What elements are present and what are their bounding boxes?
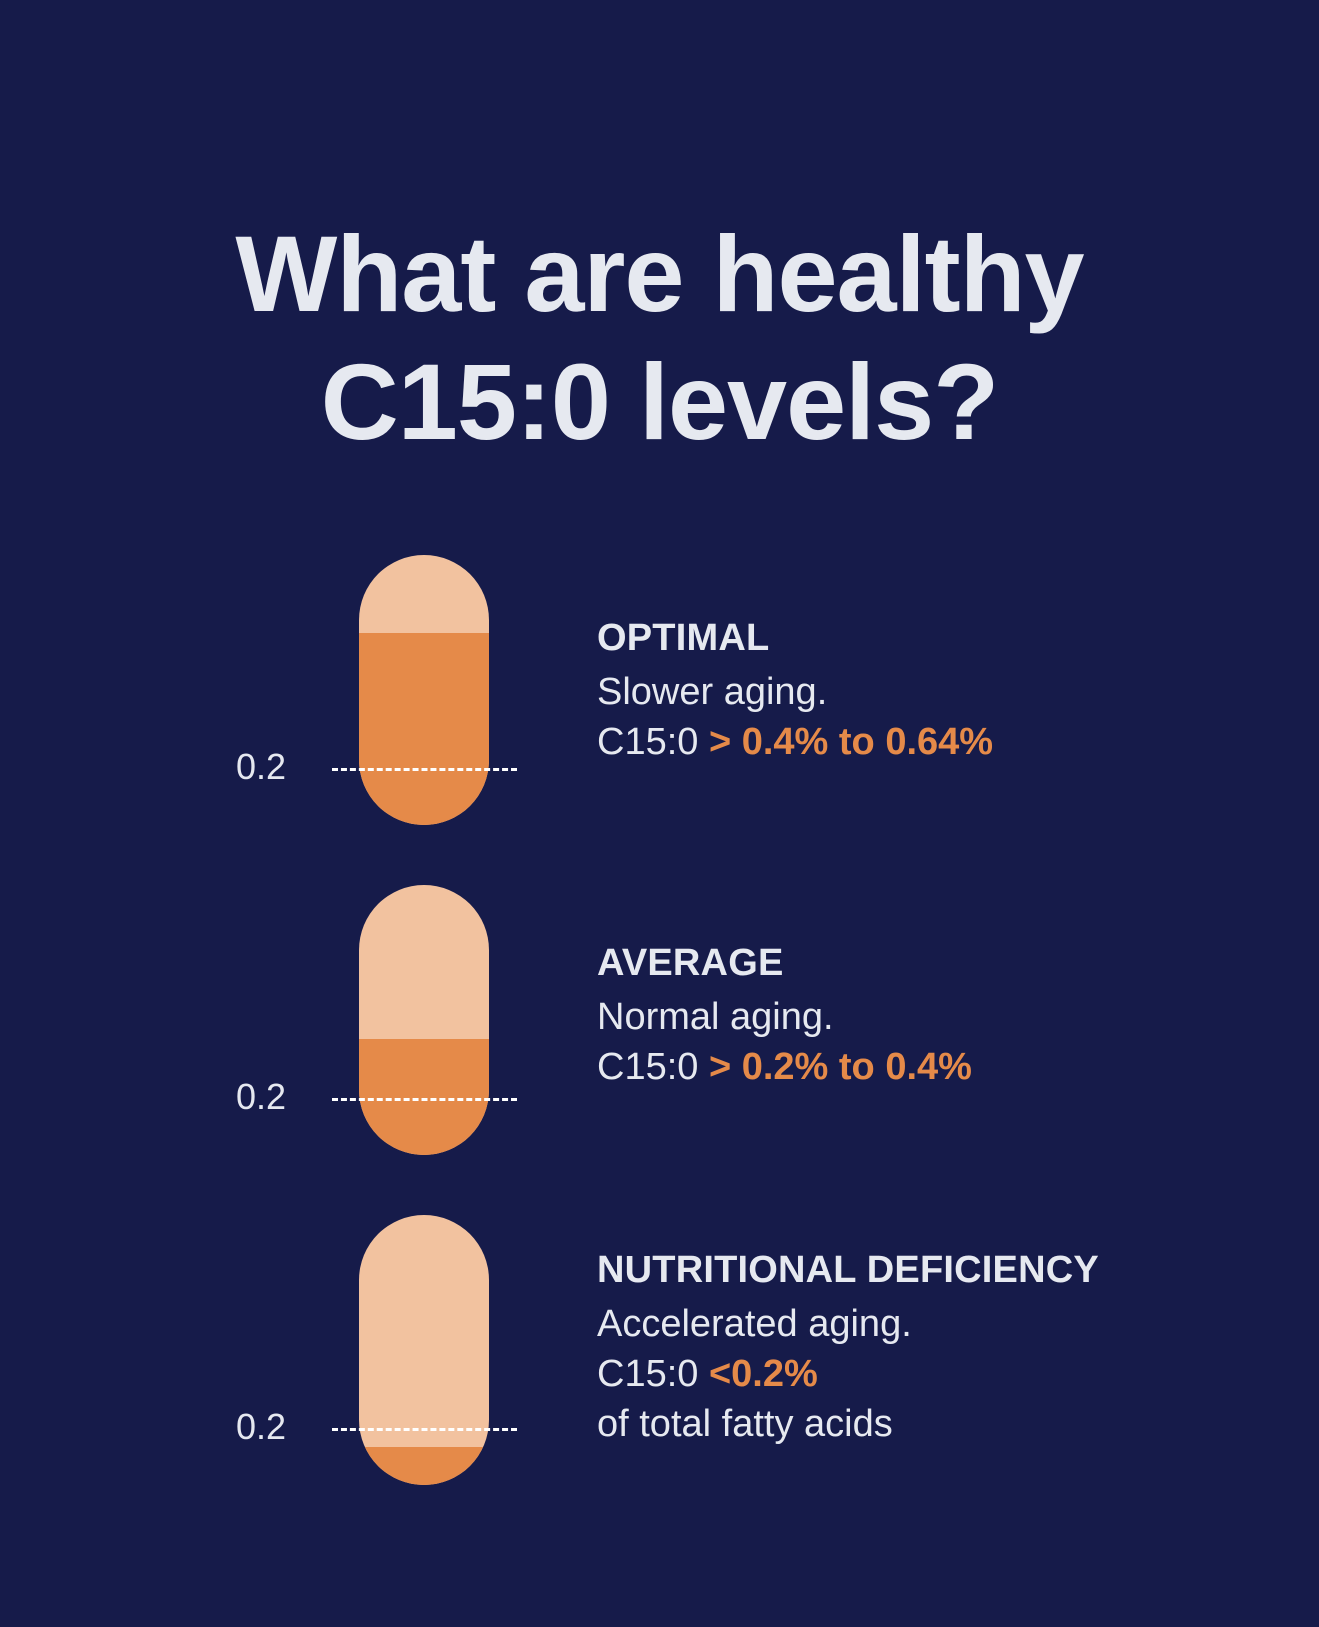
threshold-label: 0.2 [236,1406,287,1447]
level-description: Accelerated aging. [597,1303,912,1345]
level-average: 0.2 AVERAGE Normal aging. C15:0 > 0.2% t… [0,885,1319,1155]
metric-prefix: C15:0 [597,1353,699,1395]
level-optimal: 0.2 OPTIMAL Slower aging. C15:0 > 0.4% t… [0,555,1319,825]
level-description: Normal aging. [597,996,834,1038]
level-extra-line: of total fatty acids [597,1403,893,1445]
metric-value: > 0.2% to 0.4% [708,1046,972,1088]
metric-prefix: C15:0 [597,1046,699,1088]
capsule-fill [359,633,489,825]
threshold-line [332,1428,517,1431]
level-deficiency: 0.2 NUTRITIONAL DEFICIENCY Accelerated a… [0,1215,1319,1485]
capsule-fill [359,1447,489,1485]
page-title: What are healthy C15:0 levels? [0,210,1319,466]
level-heading: NUTRITIONAL DEFICIENCY [597,1249,1099,1291]
title-line-1: What are healthy [235,213,1084,334]
title-line-2: C15:0 levels? [320,341,999,462]
capsule-fill [359,1038,489,1155]
capsule-deficiency [359,1215,489,1485]
threshold-line [332,768,517,771]
capsule-average [359,885,489,1155]
level-metric: C15:0 > 0.2% to 0.4% [597,1042,972,1092]
threshold-label: 0.2 [236,1076,287,1117]
threshold-line [332,1098,517,1101]
capsule-optimal [359,555,489,825]
level-info: AVERAGE Normal aging. C15:0 > 0.2% to 0.… [597,940,972,1092]
metric-value: > 0.4% to 0.64% [708,721,994,763]
level-info: NUTRITIONAL DEFICIENCY Accelerated aging… [597,1247,1099,1449]
level-heading: OPTIMAL [597,617,770,659]
metric-prefix: C15:0 [597,721,699,763]
level-description: Slower aging. [597,671,828,713]
level-heading: AVERAGE [597,942,784,984]
level-metric: C15:0 > 0.4% to 0.64% [597,717,993,767]
level-metric: C15:0 <0.2% [597,1349,1099,1399]
threshold-label: 0.2 [236,746,287,787]
level-info: OPTIMAL Slower aging. C15:0 > 0.4% to 0.… [597,615,993,767]
metric-value: <0.2% [708,1353,818,1395]
